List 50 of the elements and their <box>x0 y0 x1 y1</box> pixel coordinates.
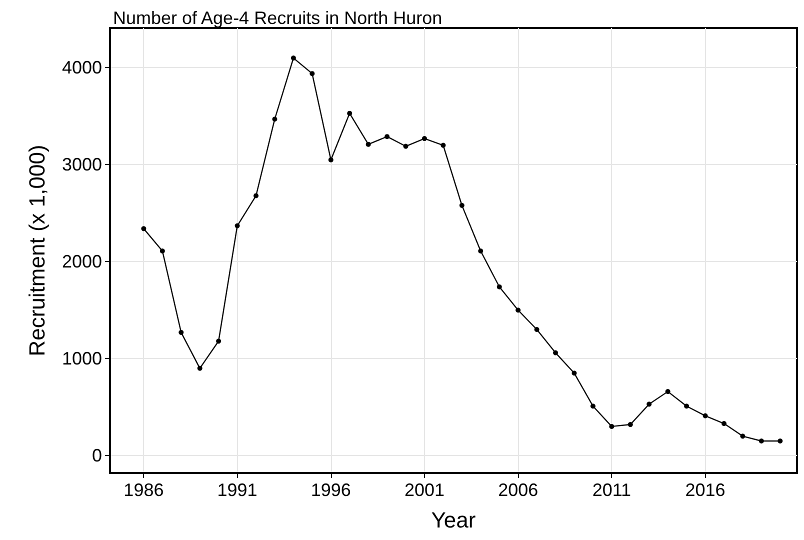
x-axis-title: Year <box>431 508 476 532</box>
x-tick-label: 2001 <box>404 480 445 500</box>
y-tick-label: 3000 <box>62 154 102 175</box>
point <box>422 136 427 142</box>
y-tick-label: 2000 <box>62 252 102 272</box>
point <box>234 223 240 228</box>
point <box>590 404 596 409</box>
point <box>740 434 746 439</box>
point <box>684 404 690 409</box>
y-tick-label: 1000 <box>62 348 102 369</box>
point <box>459 202 464 208</box>
point <box>160 248 165 254</box>
point <box>646 402 652 407</box>
point <box>310 71 315 76</box>
chart-title: Number of Age-4 Recruits in North Huron <box>113 8 442 28</box>
x-tick-label: 2011 <box>592 480 632 500</box>
y-axis-title: Recruitment (x 1,000) <box>24 144 50 356</box>
point <box>665 389 670 394</box>
x-tick-label: 1991 <box>217 480 258 500</box>
point <box>722 421 726 426</box>
point <box>141 226 146 232</box>
point <box>440 142 446 148</box>
point <box>778 438 783 444</box>
point <box>534 327 540 332</box>
point <box>216 338 222 344</box>
point <box>572 370 577 376</box>
x-tick-label: 1996 <box>310 480 351 500</box>
point <box>609 424 614 429</box>
point <box>178 330 184 335</box>
x-tick-label: 2016 <box>685 480 726 500</box>
x-tick-label: 1986 <box>124 480 164 500</box>
point <box>272 116 278 122</box>
x-tick-label: 2006 <box>498 480 538 500</box>
point <box>347 110 352 116</box>
point <box>290 56 296 61</box>
y-tick-label: 0 <box>92 446 102 466</box>
point <box>197 366 202 371</box>
y-tick-label: 4000 <box>62 58 102 78</box>
point <box>366 142 371 147</box>
point <box>328 157 334 162</box>
point <box>758 438 764 444</box>
point <box>516 308 521 313</box>
point <box>478 248 484 254</box>
point <box>496 284 502 290</box>
point <box>553 350 558 356</box>
point <box>702 413 708 418</box>
point <box>384 134 390 140</box>
point <box>628 422 633 428</box>
point <box>403 144 408 149</box>
point <box>254 193 259 198</box>
